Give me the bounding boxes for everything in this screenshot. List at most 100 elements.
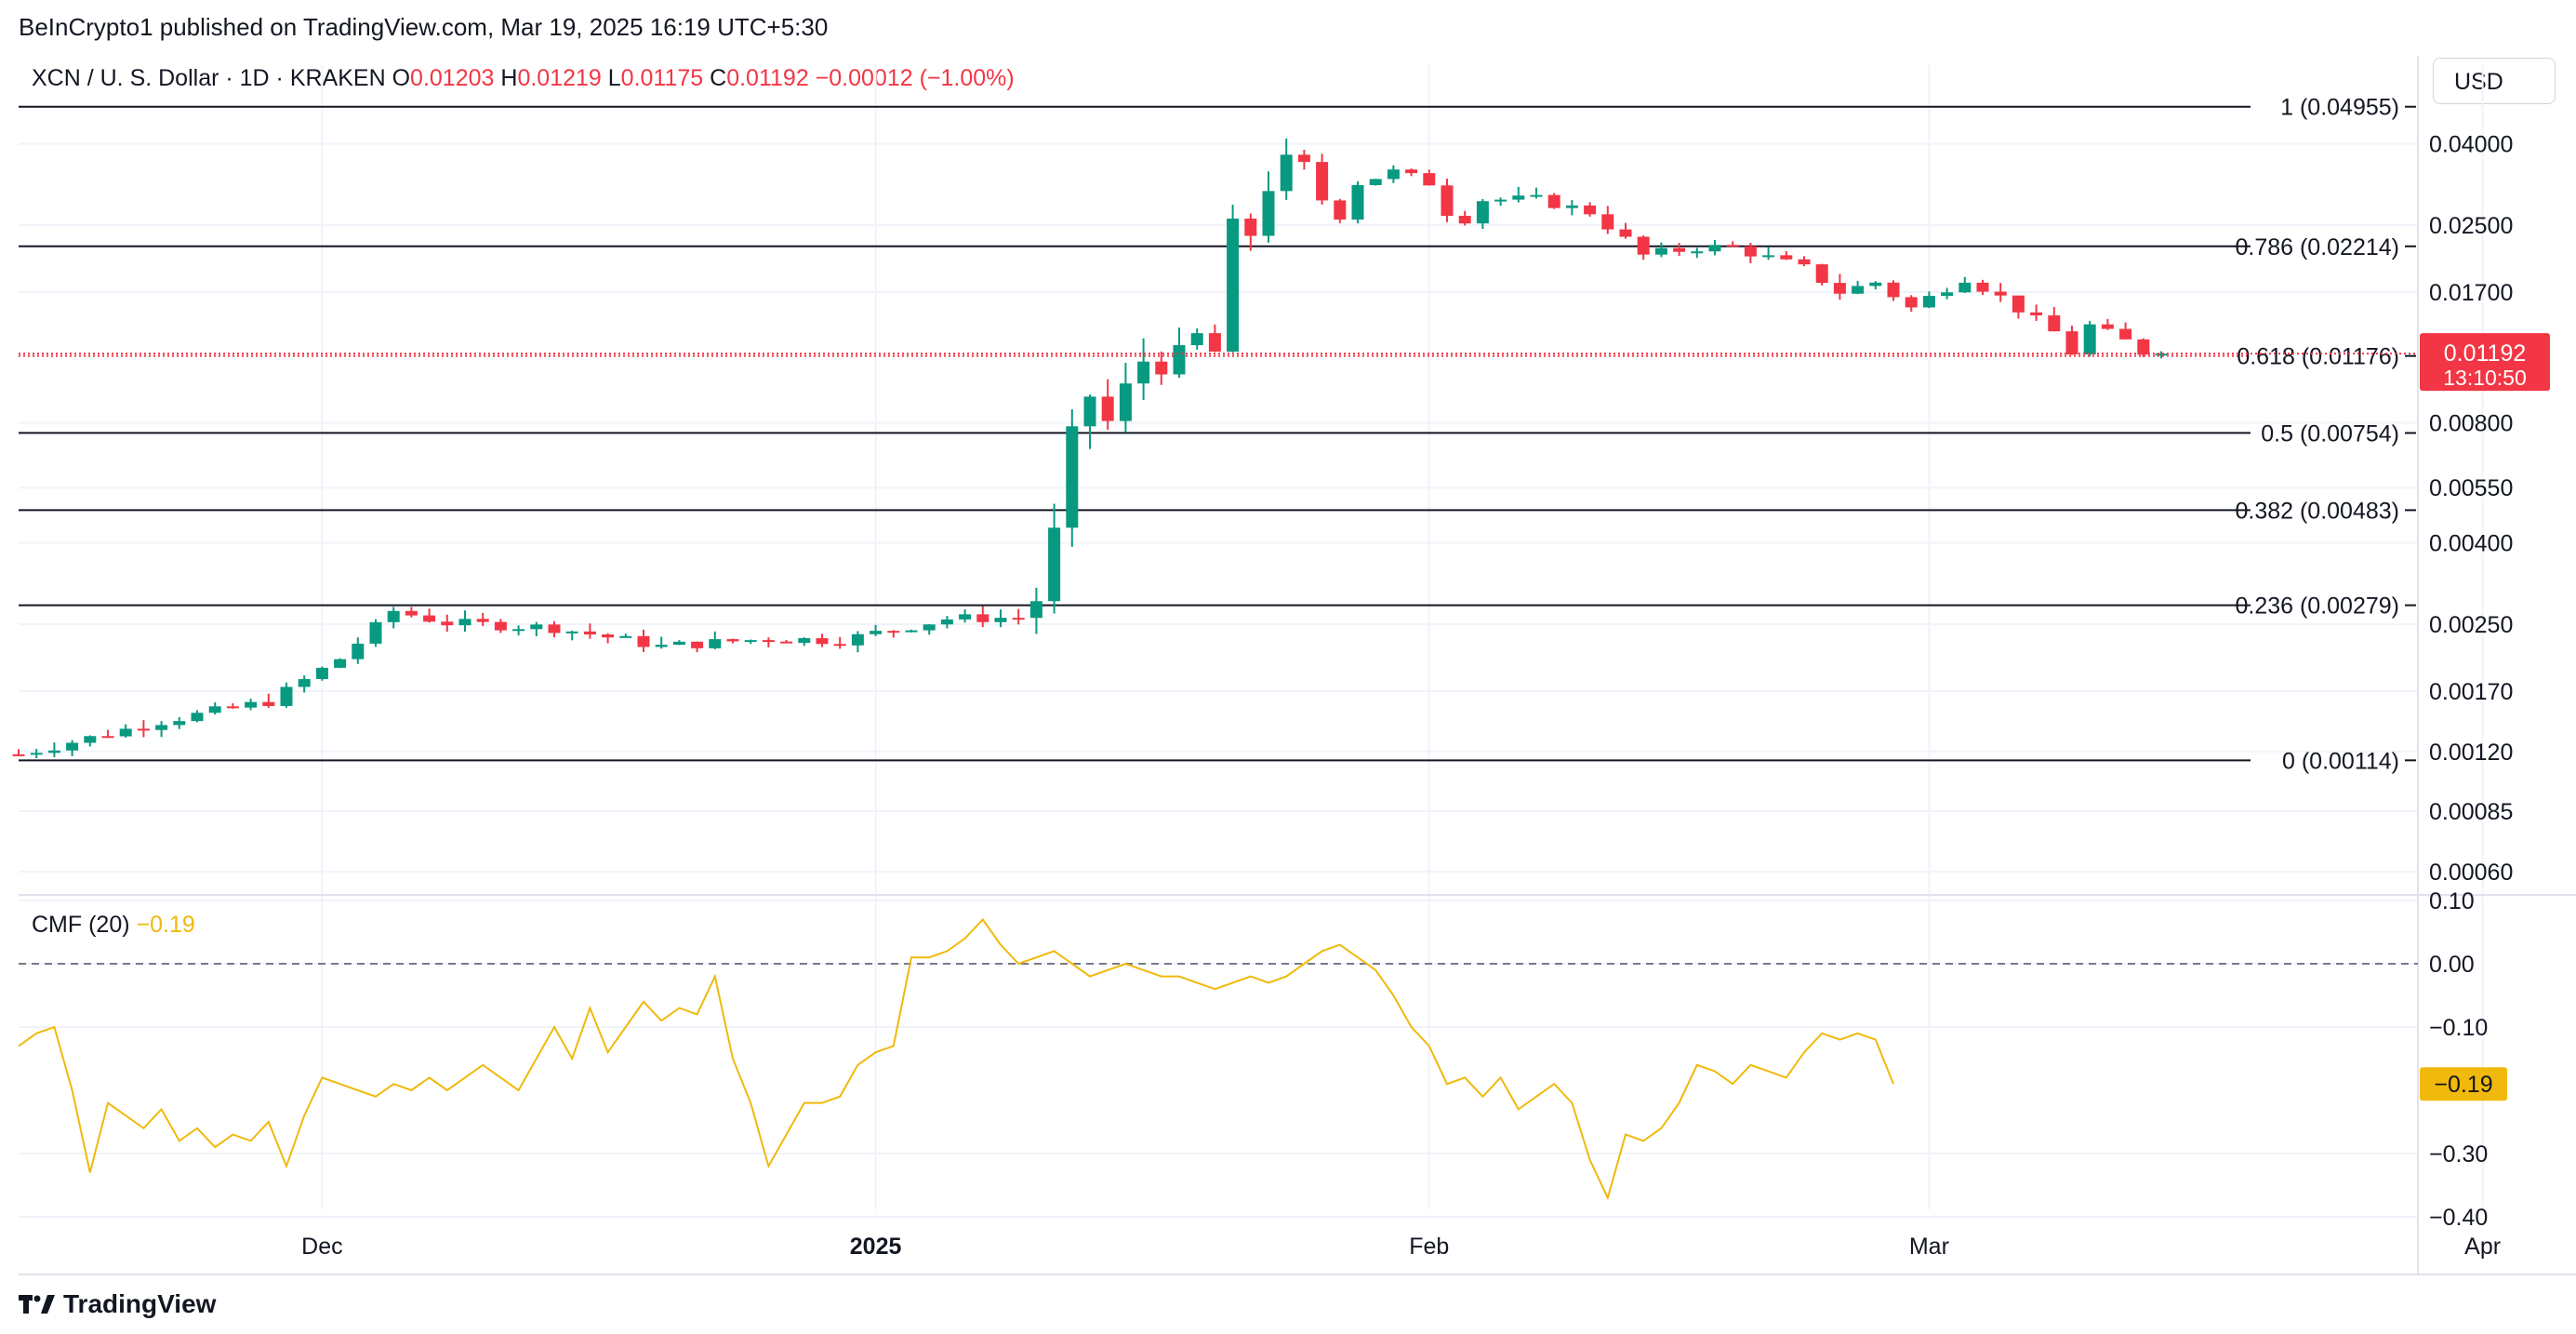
candle-body xyxy=(137,728,150,731)
candle-body xyxy=(405,610,418,616)
low-label: L xyxy=(607,65,621,91)
candle-body xyxy=(173,721,186,726)
candle-body xyxy=(887,631,900,634)
price-tick-label: 0.00170 xyxy=(2429,679,2513,705)
cmf-tick-label: −0.30 xyxy=(2429,1141,2488,1167)
fib-label-0.5: 0.5 (0.00754) xyxy=(2261,420,2399,447)
candle-body xyxy=(66,742,79,751)
cmf-tick-label: −0.10 xyxy=(2429,1015,2488,1041)
last-price-value: 0.01192 xyxy=(2444,340,2527,367)
candle-body xyxy=(637,635,650,647)
cmf-tick-label: 0.00 xyxy=(2429,952,2475,978)
low-value: 0.01175 xyxy=(620,65,704,91)
candle-body xyxy=(1029,601,1042,619)
candle-body xyxy=(1852,286,1865,294)
time-tick-2025: 2025 xyxy=(850,1234,902,1260)
candle-body xyxy=(1155,361,1168,375)
candle-body xyxy=(12,754,25,756)
candle-body xyxy=(1780,255,1793,260)
close-value: 0.01192 xyxy=(726,65,809,91)
candle-body xyxy=(369,621,382,644)
change-value: −0.00012 (−1.00%) xyxy=(815,65,1015,91)
candle-body xyxy=(1280,154,1293,192)
price-tick-label: 0.01700 xyxy=(2429,280,2513,306)
candle-body xyxy=(2083,324,2096,355)
candle-body xyxy=(851,634,864,646)
time-axis[interactable]: Dec 2025 Feb Mar Apr xyxy=(301,1234,2501,1260)
candle-body xyxy=(940,619,953,625)
candle-body xyxy=(1565,205,1578,208)
candle-body xyxy=(1316,162,1329,201)
price-tick-label: 0.00120 xyxy=(2429,740,2513,766)
price-axis[interactable]: 0.04000 0.02500 0.01700 0.00800 0.00550 0.004… xyxy=(19,132,2550,886)
candle-body xyxy=(1012,618,1025,620)
symbol-pair: XCN / U. S. Dollar · 1D · KRAKEN xyxy=(32,65,386,91)
candle-body xyxy=(655,645,668,647)
candle-body xyxy=(1905,297,1918,308)
candle-body xyxy=(1762,255,1775,258)
candle-body xyxy=(709,639,722,648)
candle-body xyxy=(191,713,204,722)
candle-body xyxy=(2137,339,2150,355)
symbol-legend[interactable]: XCN / U. S. Dollar · 1D · KRAKEN O0.0120… xyxy=(32,65,1015,92)
candle-body xyxy=(833,644,846,647)
candle-body xyxy=(548,624,561,634)
candle-body xyxy=(119,728,132,737)
candle-body xyxy=(512,629,525,632)
candle-body xyxy=(1637,236,1650,255)
candle-body xyxy=(1173,345,1186,375)
candle-body xyxy=(30,753,43,755)
price-tick-label: 0.00800 xyxy=(2429,410,2513,436)
candle-body xyxy=(1405,169,1418,174)
candle-body xyxy=(959,614,972,620)
candle-body xyxy=(1922,296,1935,308)
candle-body xyxy=(2048,315,2061,332)
candle-body xyxy=(1190,333,1203,346)
time-tick-mar: Mar xyxy=(1909,1234,1949,1260)
tradingview-brand[interactable]: TradingView xyxy=(19,1289,216,1319)
candlestick-series xyxy=(12,139,2168,759)
candle-body xyxy=(870,631,883,634)
candle-body xyxy=(1673,247,1686,252)
candle-body xyxy=(1441,185,1454,217)
candle-body xyxy=(619,635,632,638)
fibonacci-levels: 1 (0.04955) 0.786 (0.02214) 0.618 (0.01176… xyxy=(19,95,2416,774)
candle-body xyxy=(1387,169,1400,180)
candle-body xyxy=(691,641,704,648)
candle-body xyxy=(441,621,454,626)
cmf-legend[interactable]: CMF (20) −0.19 xyxy=(32,912,195,939)
candle-body xyxy=(798,638,811,644)
candle-body xyxy=(780,641,793,644)
candle-body xyxy=(1458,216,1471,224)
candle-body xyxy=(1601,214,1614,230)
candle-body xyxy=(1244,218,1257,236)
candle-body xyxy=(816,638,829,645)
grid-lines xyxy=(19,56,2576,1275)
fib-label-0.382: 0.382 (0.00483) xyxy=(2235,498,2399,524)
candle-body xyxy=(280,687,293,706)
candle-body xyxy=(476,619,489,622)
candle-body xyxy=(672,641,685,646)
candle-body xyxy=(744,640,757,643)
candle-body xyxy=(1530,194,1543,197)
candle-body xyxy=(1869,282,1882,287)
candle-body xyxy=(1976,282,1989,292)
candle-body xyxy=(47,750,60,754)
fib-label-0.786: 0.786 (0.02214) xyxy=(2235,234,2399,260)
open-value: 0.01203 xyxy=(410,65,495,91)
fib-label-1: 1 (0.04955) xyxy=(2280,95,2399,121)
price-tick-label: 0.00250 xyxy=(2429,612,2513,638)
candle-body xyxy=(1334,200,1347,220)
candle-body xyxy=(494,621,507,631)
currency-button[interactable]: USD xyxy=(2433,58,2556,104)
candle-body xyxy=(1083,396,1096,427)
candle-body xyxy=(334,659,347,668)
candle-body xyxy=(1476,201,1489,224)
high-value: 0.01219 xyxy=(517,65,602,91)
price-tick-label: 0.00400 xyxy=(2429,531,2513,557)
tradingview-logo-icon xyxy=(19,1295,55,1314)
candle-body xyxy=(762,640,775,643)
candle-body xyxy=(530,624,543,630)
candle-body xyxy=(2119,328,2132,340)
